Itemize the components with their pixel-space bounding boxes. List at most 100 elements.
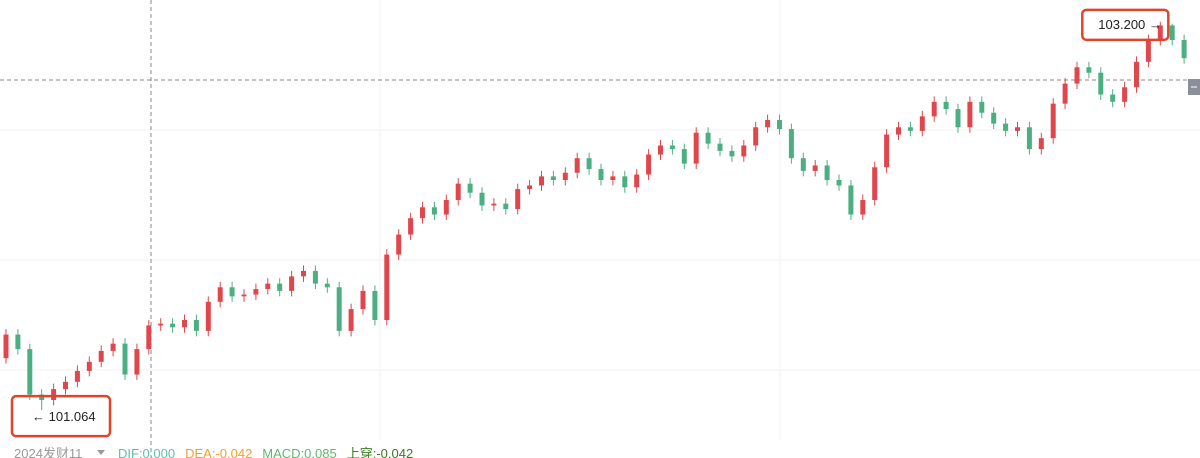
- candle-body: [1181, 40, 1187, 59]
- indicator-value: DEA:-0.042: [185, 446, 252, 458]
- indicator-value: DIF:0.000: [118, 446, 175, 458]
- candle-body: [896, 127, 901, 135]
- candle-body: [848, 185, 854, 215]
- candle-body: [586, 158, 592, 170]
- candle-body: [51, 389, 57, 400]
- candle-body: [241, 294, 247, 297]
- candle-body: [979, 101, 985, 113]
- candle-body: [15, 334, 21, 350]
- candle-body: [1134, 61, 1139, 88]
- candle-body: [384, 254, 390, 320]
- candle-body: [907, 127, 913, 131]
- candle-body: [301, 270, 306, 277]
- indicator-bar: 2024发财11 DIF:0.000 DEA:-0.042 MACD:0.085 上穿…: [14, 446, 413, 458]
- indicator-name[interactable]: 2024发财11: [14, 446, 82, 458]
- dropdown-arrow[interactable]: [97, 450, 105, 455]
- candle-body: [1050, 103, 1056, 139]
- grid: [0, 0, 1200, 440]
- candle-body: [277, 283, 283, 291]
- candle-body: [693, 132, 699, 164]
- candle-body: [788, 129, 794, 159]
- candle-body: [63, 381, 68, 390]
- candle-body: [800, 158, 806, 171]
- candle-body: [872, 167, 878, 200]
- candle-body: [836, 180, 842, 186]
- candle-body: [860, 200, 866, 215]
- candle-body: [1074, 67, 1080, 84]
- candle-body: [669, 145, 675, 150]
- candle-body: [360, 290, 366, 310]
- candle-body: [396, 234, 402, 255]
- candle-body: [574, 158, 580, 173]
- candle-body: [431, 207, 437, 215]
- candle-body: [455, 183, 461, 200]
- annotation-box: [1081, 8, 1170, 42]
- candle-body: [420, 207, 425, 219]
- candle-body: [1003, 123, 1009, 131]
- annotation-label: ← 101.064: [32, 409, 96, 424]
- annotations: 103.200 → ← 101.064: [10, 8, 1170, 438]
- candle-body: [193, 320, 199, 331]
- candle-body: [146, 325, 152, 350]
- candle-body: [515, 189, 521, 210]
- candle-body: [753, 127, 759, 146]
- candle-body: [658, 145, 663, 155]
- candle-body: [622, 176, 628, 188]
- candle-body: [539, 176, 544, 186]
- candles: [3, 21, 1187, 411]
- candle-body: [1169, 25, 1175, 40]
- candle-body: [646, 154, 652, 175]
- candle-body: [562, 172, 568, 180]
- candle-body: [122, 343, 128, 375]
- candle-body: [943, 101, 949, 110]
- candle-body: [991, 112, 997, 124]
- candle-body: [229, 287, 235, 297]
- candle-body: [1098, 72, 1104, 95]
- candle-body: [348, 309, 354, 331]
- candle-body: [182, 320, 187, 328]
- candle-body: [74, 370, 80, 382]
- candle-body: [610, 176, 616, 180]
- candle-body: [479, 192, 485, 206]
- candle-body: [967, 101, 973, 128]
- candle-body: [98, 350, 104, 362]
- candle-body: [1157, 25, 1163, 40]
- candle-body: [170, 323, 176, 328]
- candle-body: [919, 116, 925, 131]
- candle-body: [598, 169, 604, 180]
- candle-body: [705, 132, 711, 144]
- candle-body: [1026, 127, 1032, 150]
- candle-body: [1110, 94, 1116, 102]
- candle-body: [527, 185, 533, 190]
- candle-body: [1145, 40, 1151, 62]
- candle-body: [503, 203, 509, 210]
- candle-body: [372, 290, 378, 320]
- candle-body: [741, 145, 747, 157]
- candle-body: [729, 150, 735, 157]
- candle-body: [3, 334, 9, 359]
- candle-body: [931, 101, 937, 117]
- candle-body: [27, 349, 33, 395]
- candle-body: [336, 287, 342, 331]
- candle-body: [408, 218, 414, 235]
- candle-body: [134, 349, 140, 375]
- candle-body: [884, 134, 890, 168]
- candle-body: [289, 276, 295, 291]
- candle-body: [158, 323, 164, 326]
- candle-body: [217, 287, 223, 302]
- indicator-value: MACD:0.085: [262, 446, 336, 458]
- annotation-label: 103.200 →: [1098, 17, 1162, 32]
- candle-body: [1062, 83, 1068, 104]
- candle-body: [443, 200, 449, 215]
- candle-body: [1122, 87, 1128, 102]
- candle-body: [824, 165, 830, 180]
- candle-body: [1015, 127, 1020, 131]
- candle-body: [253, 289, 259, 295]
- indicator-value: 上穿:-0.042: [347, 446, 413, 458]
- candle-body: [86, 361, 92, 371]
- candle-body: [812, 165, 818, 171]
- annotation-box: [10, 394, 112, 438]
- candle-body: [205, 301, 211, 331]
- candle-body: [765, 120, 771, 128]
